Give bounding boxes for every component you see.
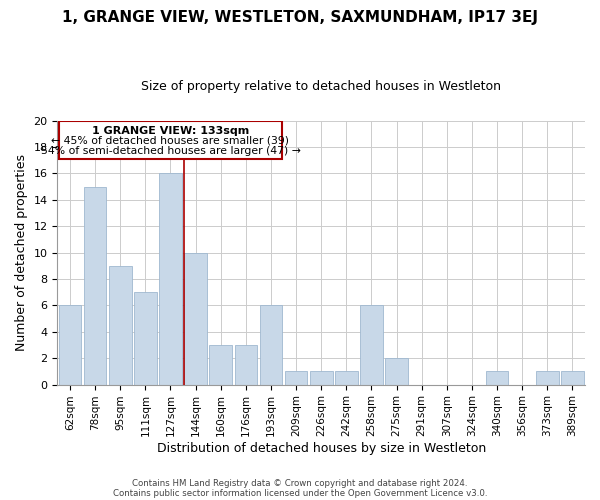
Bar [59, 306, 81, 384]
Bar [235, 345, 257, 385]
Y-axis label: Number of detached properties: Number of detached properties [15, 154, 28, 351]
Bar [109, 266, 131, 384]
Text: 54% of semi-detached houses are larger (47) →: 54% of semi-detached houses are larger (… [41, 146, 301, 156]
Bar [84, 186, 106, 384]
Text: Contains public sector information licensed under the Open Government Licence v3: Contains public sector information licen… [113, 488, 487, 498]
Text: 1 GRANGE VIEW: 133sqm: 1 GRANGE VIEW: 133sqm [92, 126, 249, 136]
Bar [335, 372, 358, 384]
Text: ← 45% of detached houses are smaller (39): ← 45% of detached houses are smaller (39… [52, 136, 289, 145]
Bar [134, 292, 157, 384]
Bar [385, 358, 408, 384]
Bar [285, 372, 307, 384]
Bar [561, 372, 584, 384]
Text: 1, GRANGE VIEW, WESTLETON, SAXMUNDHAM, IP17 3EJ: 1, GRANGE VIEW, WESTLETON, SAXMUNDHAM, I… [62, 10, 538, 25]
Title: Size of property relative to detached houses in Westleton: Size of property relative to detached ho… [141, 80, 501, 93]
Bar [159, 174, 182, 384]
Bar [209, 345, 232, 385]
Bar [260, 306, 282, 384]
Bar [360, 306, 383, 384]
Bar [536, 372, 559, 384]
Bar [184, 252, 207, 384]
FancyBboxPatch shape [59, 121, 282, 159]
Text: Contains HM Land Registry data © Crown copyright and database right 2024.: Contains HM Land Registry data © Crown c… [132, 478, 468, 488]
Bar [310, 372, 332, 384]
X-axis label: Distribution of detached houses by size in Westleton: Distribution of detached houses by size … [157, 442, 486, 455]
Bar [486, 372, 508, 384]
